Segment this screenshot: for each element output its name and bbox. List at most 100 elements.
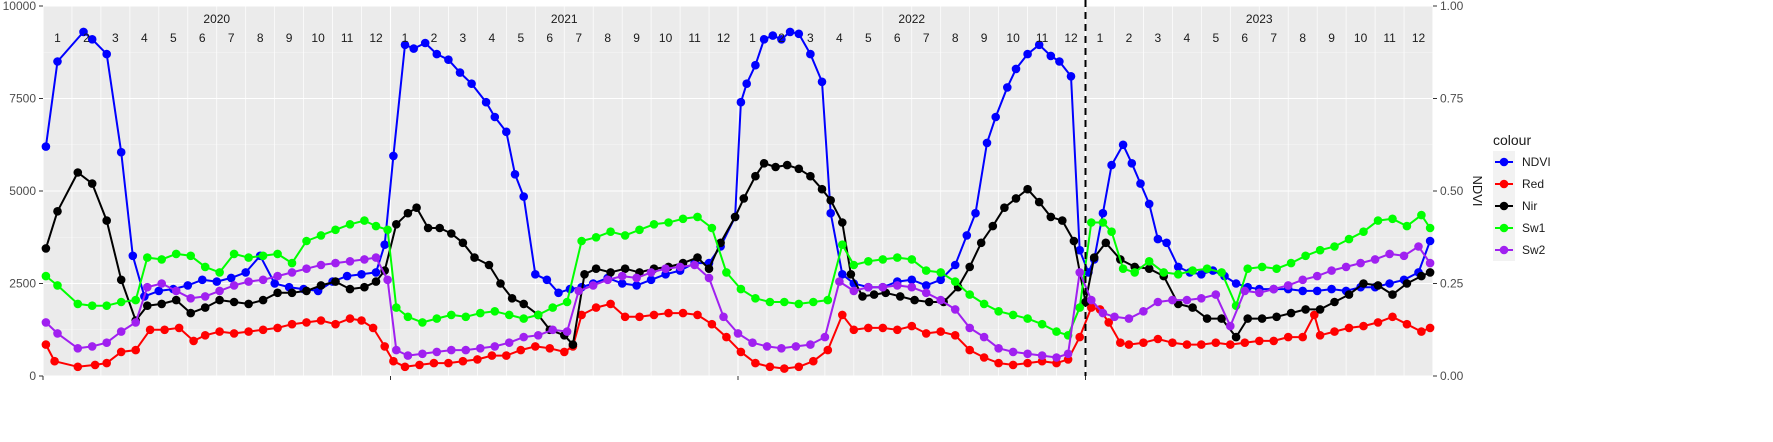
data-point-sw1	[1087, 218, 1096, 227]
data-point-nir	[484, 260, 494, 270]
data-point-sw2	[432, 347, 442, 357]
data-point-sw1	[131, 295, 140, 305]
data-point-sw2	[806, 340, 815, 349]
data-point-sw1	[577, 236, 586, 246]
data-point-sw2	[748, 338, 757, 348]
data-point-red	[649, 310, 659, 320]
data-point-red	[794, 362, 804, 372]
data-point-nir	[316, 281, 326, 290]
series-sw1	[41, 210, 1435, 340]
month-label: 11	[1036, 31, 1049, 45]
data-point-sw1	[1402, 221, 1412, 231]
month-label: 8	[1299, 31, 1306, 45]
year-label: 2023	[1246, 12, 1273, 26]
data-point-sw1	[965, 290, 974, 299]
data-point-sw2	[777, 344, 786, 353]
data-point-red	[1168, 338, 1177, 348]
data-point-sw2	[791, 342, 801, 351]
data-point-sw1	[1330, 242, 1339, 251]
data-point-sw1	[1272, 264, 1281, 274]
data-point-sw1	[1243, 264, 1252, 274]
data-point-nir	[693, 253, 702, 262]
data-point-ndvi	[1055, 57, 1064, 66]
data-point-red	[73, 362, 83, 372]
data-point-red	[50, 356, 59, 366]
data-point-sw2	[1124, 314, 1134, 323]
data-point-red	[244, 327, 253, 336]
data-point-ndvi	[1034, 40, 1044, 50]
data-point-ndvi	[357, 270, 366, 279]
data-point-sw2	[157, 279, 166, 288]
data-point-red	[316, 316, 326, 325]
data-point-red	[921, 329, 931, 338]
data-point-ndvi	[806, 49, 815, 59]
data-point-nir	[116, 275, 126, 285]
data-point-red	[331, 319, 340, 329]
data-point-red	[878, 323, 888, 333]
data-point-red	[345, 314, 355, 323]
data-point-sw1	[273, 249, 282, 259]
data-point-nir	[1188, 303, 1197, 312]
month-label: 3	[807, 31, 814, 45]
month-label: 6	[1241, 31, 1248, 45]
data-point-sw2	[418, 349, 427, 359]
data-point-sw2	[921, 288, 931, 298]
data-point-ndvi	[53, 57, 62, 66]
data-point-sw2	[548, 325, 557, 335]
data-point-red	[635, 312, 644, 322]
data-point-sw2	[704, 273, 714, 283]
data-point-ndvi	[1173, 262, 1183, 272]
data-point-red	[1330, 327, 1339, 336]
data-point-nir	[895, 292, 905, 301]
y2-tick-label: 0.50	[1440, 184, 1464, 198]
data-point-sw1	[1118, 264, 1128, 274]
data-point-nir	[1058, 216, 1067, 225]
month-label: 12	[369, 31, 383, 45]
month-label: 12	[717, 31, 731, 45]
data-point-sw2	[1037, 351, 1047, 360]
data-point-ndvi	[371, 268, 381, 277]
data-point-red	[736, 347, 746, 357]
data-point-nir	[759, 159, 769, 168]
data-point-sw1	[244, 253, 253, 262]
data-point-sw2	[1110, 312, 1119, 322]
data-point-ndvi	[455, 68, 465, 77]
data-point-red	[809, 356, 818, 366]
data-point-sw2	[762, 342, 772, 351]
data-point-nir	[1402, 279, 1412, 288]
month-label: 8	[604, 31, 611, 45]
data-point-sw2	[143, 282, 152, 292]
month-label: 10	[659, 31, 673, 45]
data-point-sw1	[780, 297, 789, 307]
month-label: 3	[460, 31, 467, 45]
data-point-nir	[910, 295, 919, 305]
data-point-sw2	[574, 286, 583, 296]
month-label: 2	[431, 31, 438, 45]
month-label: 12	[1412, 31, 1426, 45]
data-point-ndvi	[409, 44, 419, 53]
data-point-sw2	[1168, 295, 1177, 305]
month-label: 9	[633, 31, 640, 45]
data-point-sw2	[1023, 349, 1032, 359]
month-label: 9	[981, 31, 988, 45]
data-point-ndvi	[502, 127, 511, 137]
data-point-nir	[1315, 305, 1325, 314]
data-point-nir	[1023, 184, 1032, 194]
data-point-ndvi	[826, 208, 835, 218]
data-point-sw2	[661, 264, 670, 274]
data-point-sw1	[823, 295, 833, 305]
data-point-sw1	[116, 297, 126, 307]
data-point-sw2	[41, 318, 51, 327]
data-point-sw2	[244, 277, 253, 286]
month-label: 5	[1212, 31, 1219, 45]
y-tick-label: 5000	[9, 184, 36, 198]
data-point-sw2	[1087, 295, 1096, 305]
data-point-sw1	[143, 253, 152, 262]
data-point-nir	[1359, 279, 1368, 288]
data-point-ndvi	[241, 268, 250, 277]
data-point-sw1	[302, 236, 311, 246]
data-point-nir	[846, 270, 856, 279]
data-point-sw2	[1098, 308, 1108, 318]
data-point-sw2	[116, 327, 126, 336]
data-point-sw1	[1144, 257, 1154, 266]
